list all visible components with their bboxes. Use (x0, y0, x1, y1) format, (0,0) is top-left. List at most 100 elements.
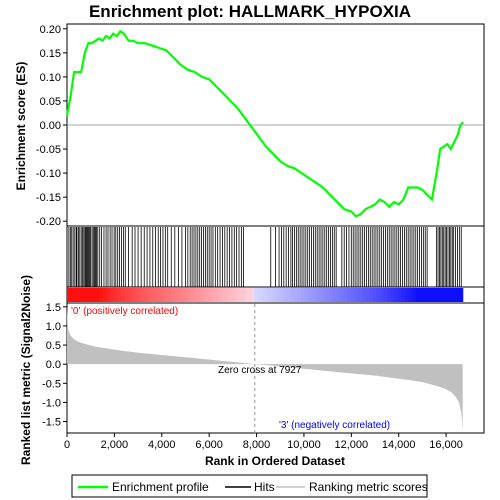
color-bar-segment (239, 288, 244, 302)
color-bar-segment (232, 288, 237, 302)
color-bar-segment (351, 288, 356, 302)
es-point (144, 42, 146, 45)
color-bar-segment (376, 288, 381, 302)
color-bar-segment (401, 288, 406, 302)
color-bar-segment (286, 288, 291, 302)
metric-y-tick-label: 1.5 (46, 302, 61, 314)
es-point (215, 85, 218, 88)
es-point (251, 126, 253, 129)
color-bar-segment (275, 288, 280, 302)
color-bar-segment (369, 288, 374, 302)
es-point (350, 210, 353, 213)
es-point (359, 213, 362, 215)
enrichment-profile-points (66, 30, 464, 218)
es-point (439, 148, 441, 150)
es-point (94, 40, 97, 42)
ranking-metric-area (67, 306, 463, 432)
color-bar-segment (171, 288, 176, 302)
es-y-tick-label: 0.00 (40, 120, 61, 132)
es-point (132, 40, 135, 42)
es-point (279, 160, 282, 162)
metric-x-tick-label: 8,000 (243, 439, 271, 451)
es-point (87, 42, 90, 45)
es-point (151, 44, 154, 47)
color-bar-segment (448, 288, 453, 302)
es-point (416, 186, 419, 189)
color-bar-segment (430, 288, 435, 302)
color-bar-segment (124, 288, 129, 302)
color-bar-segment (336, 288, 341, 302)
es-point (378, 198, 381, 201)
color-bar-segment (95, 288, 100, 302)
color-bar-segment (304, 288, 309, 302)
metric-x-tick-label: 16,000 (429, 439, 463, 451)
color-bar-segment (102, 288, 108, 302)
es-point (374, 203, 376, 206)
color-bar-segment (81, 288, 86, 302)
color-bar-segment (196, 288, 201, 302)
es-point (446, 143, 449, 146)
es-point (286, 165, 289, 167)
color-bar-segment (308, 288, 313, 302)
metric-y-tick-label: -1.5 (42, 417, 61, 429)
es-y-tick-label: -0.15 (36, 192, 61, 204)
negative-correlation-note: '3' (negatively correlated) (279, 420, 390, 431)
metric-x-tick-label: 2,000 (101, 439, 129, 451)
es-point (101, 40, 104, 42)
es-point (83, 52, 86, 54)
es-point (105, 35, 107, 37)
color-bar-segment (149, 288, 154, 302)
color-bar-segment (268, 288, 273, 302)
metric-panel: 1.5 1.0 0.5 0.0 -0.5 -1.0 -1.5 0 2,000 4,000 6,00… (19, 275, 485, 468)
es-y-label: Enrichment score (ES) (14, 62, 28, 191)
es-point (314, 181, 317, 184)
color-bar-segment (225, 288, 230, 302)
metric-x-axis: 0 2,000 4,000 6,000 8,000 10,000 12,000 14,000 1… (64, 433, 463, 451)
color-bar-segment (153, 288, 158, 302)
metric-y-tick-label: -1.0 (42, 397, 61, 409)
color-bar-segment (433, 288, 439, 302)
color-bar-segment (246, 288, 252, 302)
es-point (243, 116, 246, 119)
es-point (355, 215, 357, 218)
es-point (435, 172, 438, 174)
color-bar-segment (372, 288, 377, 302)
es-point (73, 71, 75, 73)
metric-y-tick-label: 0.0 (46, 359, 61, 371)
color-bar-segment (300, 288, 306, 302)
es-point (187, 68, 189, 71)
color-bar-segment (243, 288, 248, 302)
es-point (69, 95, 72, 97)
color-bar-segment (272, 288, 277, 302)
color-bar-segment (405, 288, 410, 302)
zero-cross-note: Zero cross at 7927 (218, 365, 302, 376)
color-bar-segment (135, 288, 140, 302)
es-y-tick-label: -0.20 (36, 216, 61, 228)
metric-y-axis: 1.5 1.0 0.5 0.0 -0.5 -1.0 -1.5 (42, 302, 67, 429)
color-bar-segment (99, 288, 104, 302)
es-point (91, 42, 93, 45)
es-point (179, 64, 182, 66)
metric-x-label: Rank in Ordered Dataset (205, 454, 345, 468)
color-bar-segment (113, 288, 118, 302)
color-bar-segment (210, 288, 216, 302)
metric-y-tick-label: 1.0 (46, 321, 61, 333)
color-bar-segment (84, 288, 90, 302)
metric-y-tick-label: -0.5 (42, 378, 61, 390)
color-bar-segment (297, 288, 302, 302)
es-point (450, 148, 452, 150)
color-bar-segment (340, 288, 345, 302)
color-bar-segment (236, 288, 241, 302)
color-bar-segment (138, 288, 144, 302)
color-bar-segment (315, 288, 320, 302)
color-bar-segment (279, 288, 284, 302)
metric-x-tick-label: 12,000 (334, 439, 368, 451)
color-bar-segment (214, 288, 219, 302)
color-bar-segment (419, 288, 424, 302)
es-y-tick-label: 0.20 (40, 24, 61, 36)
color-bar-segment (397, 288, 403, 302)
color-bar-segments (67, 288, 464, 302)
color-bar-segment (142, 288, 147, 302)
color-bar-segment (110, 288, 115, 302)
color-bar-segment (455, 288, 460, 302)
